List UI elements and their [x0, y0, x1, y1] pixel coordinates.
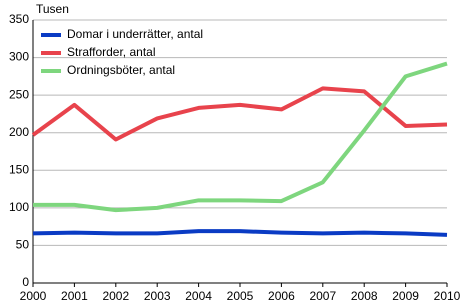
- x-tick-label: 2006: [268, 289, 295, 303]
- x-tick-label: 2002: [102, 289, 129, 303]
- x-tick-label: 2010: [434, 289, 461, 303]
- x-tick-label: 2005: [227, 289, 254, 303]
- series-line: [33, 61, 448, 213]
- legend-label: Ordningsböter, antal: [67, 63, 175, 77]
- y-tick-label: 200: [9, 125, 29, 139]
- series-line: [31, 86, 448, 142]
- y-tick-label: 50: [16, 238, 30, 252]
- y-tick-label: 300: [9, 50, 29, 64]
- y-tick-label: 100: [9, 200, 29, 214]
- x-tick-label: 2001: [61, 289, 88, 303]
- x-tick-label: 2004: [185, 289, 212, 303]
- x-tick-label: 2007: [309, 289, 336, 303]
- legend-label: Domar i underrätter, antal: [67, 27, 203, 41]
- series-line: [32, 229, 448, 237]
- x-tick-label: 2008: [351, 289, 378, 303]
- y-unit-label: Tusen: [36, 2, 69, 16]
- legend-label: Strafforder, antal: [67, 45, 156, 59]
- y-tick-label: 250: [9, 87, 29, 101]
- x-tick-label: 2000: [20, 289, 47, 303]
- x-tick-label: 2009: [392, 289, 419, 303]
- x-tick-label: 2003: [144, 289, 171, 303]
- y-tick-label: 0: [22, 275, 29, 289]
- y-tick-label: 350: [9, 12, 29, 26]
- y-tick-label: 150: [9, 162, 29, 176]
